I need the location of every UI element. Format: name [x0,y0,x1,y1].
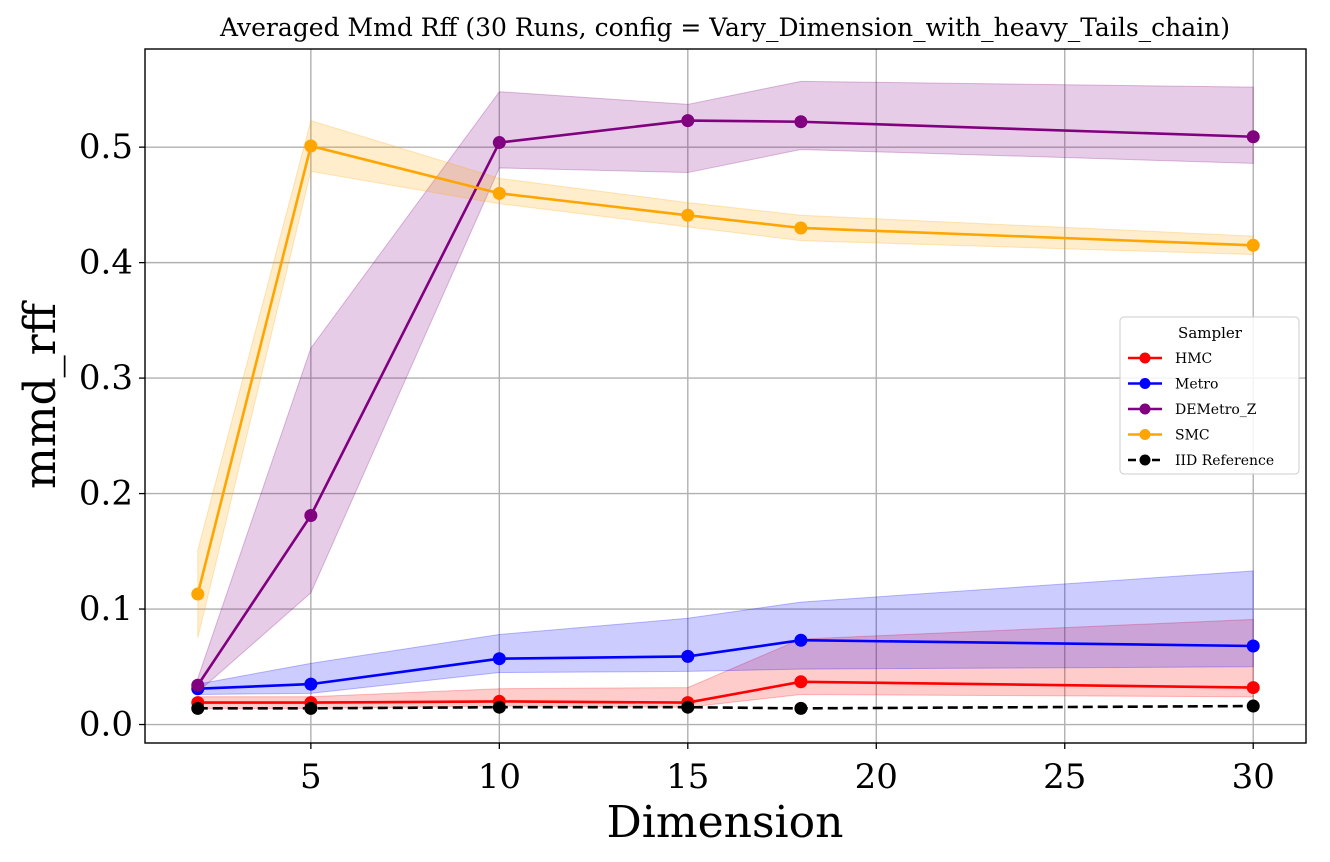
line-demetro-z [196,119,1254,686]
point-iid-reference [492,700,506,714]
point-metro [681,649,695,663]
point-metro [304,677,318,691]
legend-marker-demetro-z [1139,403,1151,415]
x-tick-label: 20 [855,757,898,797]
legend-box [1119,316,1300,475]
line-iid-reference [197,704,1254,710]
legend-marker-hmc [1139,352,1151,364]
point-smc [191,587,205,601]
legend-marker-iid-reference [1139,454,1151,466]
point-smc [304,139,318,153]
point-demetro-z [492,136,506,150]
line-smc [196,144,1254,595]
x-tick-label: 25 [1043,757,1086,797]
y-tick-label: 0.3 [79,358,133,398]
line-metro [197,638,1254,691]
legend-label-smc: SMC [1175,428,1210,444]
point-iid-reference [304,701,318,715]
x-tick-label: 10 [478,757,521,797]
point-demetro-z [304,509,318,523]
series-lines [196,119,1254,710]
y-tick-label: 0.1 [79,589,133,629]
legend-label-metro: Metro [1175,377,1218,393]
legend-marker-metro [1139,378,1151,389]
line-hmc [197,680,1254,704]
x-axis-label: Dimension [607,797,844,848]
x-tick-label: 5 [300,757,322,797]
legend: Sampler HMC Metro DEMetro_Z SMC IID Referenc… [1119,316,1300,475]
x-axis-ticks: 5 10 15 20 25 30 [300,743,1275,797]
confidence-bands [197,80,1254,709]
legend-title: Sampler [1178,324,1243,342]
point-metro [492,652,506,666]
y-axis-ticks: 0.0 0.1 0.2 0.3 0.4 0.5 [79,127,145,745]
legend-entries: HMC Metro DEMetro_Z SMC IID Reference [1128,351,1274,469]
point-hmc [1246,681,1260,695]
band-demetro-z [197,80,1254,694]
point-iid-reference [681,700,695,714]
point-demetro-z [681,114,695,128]
x-tick-label: 30 [1232,757,1275,797]
legend-marker-smc [1139,429,1151,440]
point-demetro-z [1246,130,1260,144]
y-axis-label: mmd_rff [15,300,66,489]
legend-label-demetro-z: DEMetro_Z [1175,402,1257,418]
point-metro [1246,639,1260,653]
series-points [191,114,1260,715]
point-metro [794,633,808,647]
y-tick-label: 0.0 [79,705,133,745]
point-smc [681,208,695,222]
legend-label-iid-reference: IID Reference [1175,453,1274,469]
y-tick-label: 0.5 [79,127,133,167]
plot-frame [144,48,1307,744]
point-hmc [794,675,808,689]
point-iid-reference [191,701,205,715]
point-iid-reference [794,701,808,715]
x-tick-label: 15 [666,757,709,797]
legend-label-hmc: HMC [1175,351,1212,367]
point-demetro-z [191,678,205,692]
point-smc [492,186,506,200]
y-tick-label: 0.4 [79,243,133,283]
point-smc [794,221,808,235]
y-tick-label: 0.2 [79,474,133,514]
point-iid-reference [1246,699,1260,713]
chart-title: Averaged Mmd Rff (30 Runs, config = Vary… [219,13,1230,42]
point-demetro-z [794,115,808,129]
point-smc [1246,238,1260,252]
